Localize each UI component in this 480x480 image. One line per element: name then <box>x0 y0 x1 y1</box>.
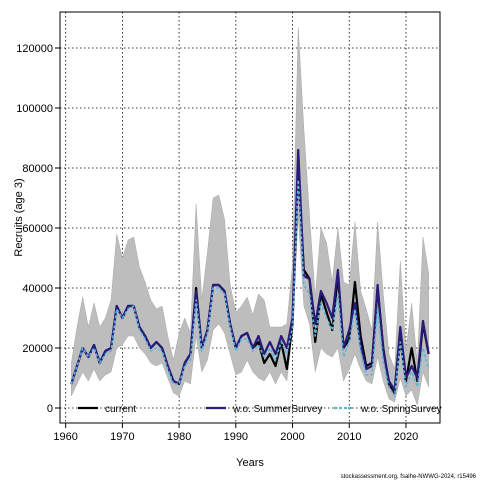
x-tick-label: 1980 <box>167 431 191 443</box>
x-tick-label: 1990 <box>224 431 248 443</box>
x-tick-label: 2010 <box>337 431 361 443</box>
y-tick-label: 120000 <box>16 43 53 55</box>
legend-label: current <box>105 404 136 415</box>
y-axis-label: Recruits (age 3) <box>13 178 25 256</box>
axes-group: 1960 1970 1980 1990 2000 2010 2020 0 20000 40000 6… <box>16 43 418 443</box>
legend-label: w.o. SpringSurvey <box>360 404 442 415</box>
x-tick-label: 2000 <box>280 431 304 443</box>
legend: current w.o. SummerSurvey w.o. SpringSurve… <box>78 404 442 415</box>
x-axis-label: Years <box>236 457 264 469</box>
y-tick-label: 20000 <box>22 343 53 355</box>
x-tick-label: 2020 <box>394 431 418 443</box>
y-tick-label: 60000 <box>22 223 53 235</box>
x-tick-label: 1970 <box>110 431 134 443</box>
legend-label: w.o. SummerSurvey <box>232 404 322 415</box>
y-tick-label: 80000 <box>22 163 53 175</box>
y-tick-label: 100000 <box>16 103 53 115</box>
series-group <box>70 148 430 397</box>
y-tick-label: 40000 <box>22 283 53 295</box>
x-tick-label: 1960 <box>53 431 77 443</box>
series-line-w-o-summersurvey <box>70 148 430 392</box>
plot-frame <box>59 11 441 424</box>
footer-credit: stockassessment.org, fsalhe-NWWG-2024, r… <box>341 474 477 480</box>
y-tick-label: 0 <box>47 403 53 415</box>
